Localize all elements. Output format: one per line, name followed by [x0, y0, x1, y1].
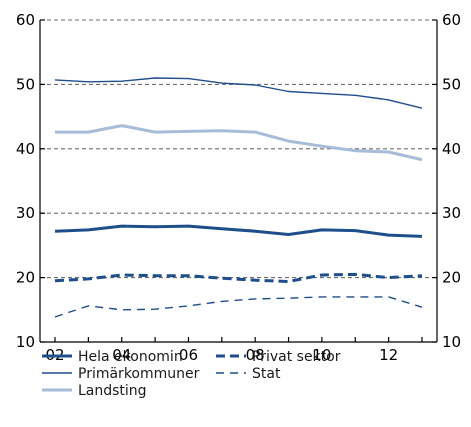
x-axis-ticks: 020406081012	[45, 337, 423, 364]
series-lines	[54, 77, 423, 318]
y-tick-label-left-40: 40	[16, 140, 35, 158]
y-tick-label-left-20: 20	[16, 269, 35, 287]
series-line-4	[54, 296, 423, 318]
y-tick-label-right-20: 20	[442, 269, 461, 287]
series-line-0	[54, 224, 423, 238]
y-tick-label-left-60: 60	[16, 11, 35, 29]
legend-label-4: Stat	[252, 366, 281, 382]
y-tick-label-left-50: 50	[16, 75, 35, 93]
series-line-3	[54, 272, 423, 283]
y-tick-label-right-10: 10	[442, 333, 461, 351]
legend-label-1: Primärkommuner	[78, 366, 200, 382]
y-tick-label-right-60: 60	[442, 11, 461, 29]
legend-label-0: Hela ekonomin	[78, 349, 183, 365]
series-line-2	[55, 124, 423, 162]
y-tick-label-left-30: 30	[16, 204, 35, 222]
y-tick-label-right-40: 40	[442, 140, 461, 158]
y-axis-right-ticks: 10 20 30 40 50 60	[432, 11, 461, 351]
y-tick-label-right-30: 30	[442, 204, 461, 222]
x-tick-label-4: 04	[112, 346, 131, 364]
grid-lines	[40, 19, 437, 279]
x-tick-label-6: 06	[179, 346, 198, 364]
legend-label-2: Landsting	[78, 383, 147, 399]
x-tick-label-8: 08	[246, 346, 265, 364]
x-tick-label-12: 12	[379, 346, 398, 364]
y-axis-left-ticks: 10 20 30 40 50 60	[16, 11, 45, 351]
legend-label-3: Privat sektor	[252, 349, 341, 365]
series-line-1	[54, 77, 423, 109]
y-tick-label-left-10: 10	[16, 333, 35, 351]
axes	[39, 20, 438, 343]
x-tick-label-10: 10	[312, 346, 331, 364]
y-tick-label-right-50: 50	[442, 75, 461, 93]
